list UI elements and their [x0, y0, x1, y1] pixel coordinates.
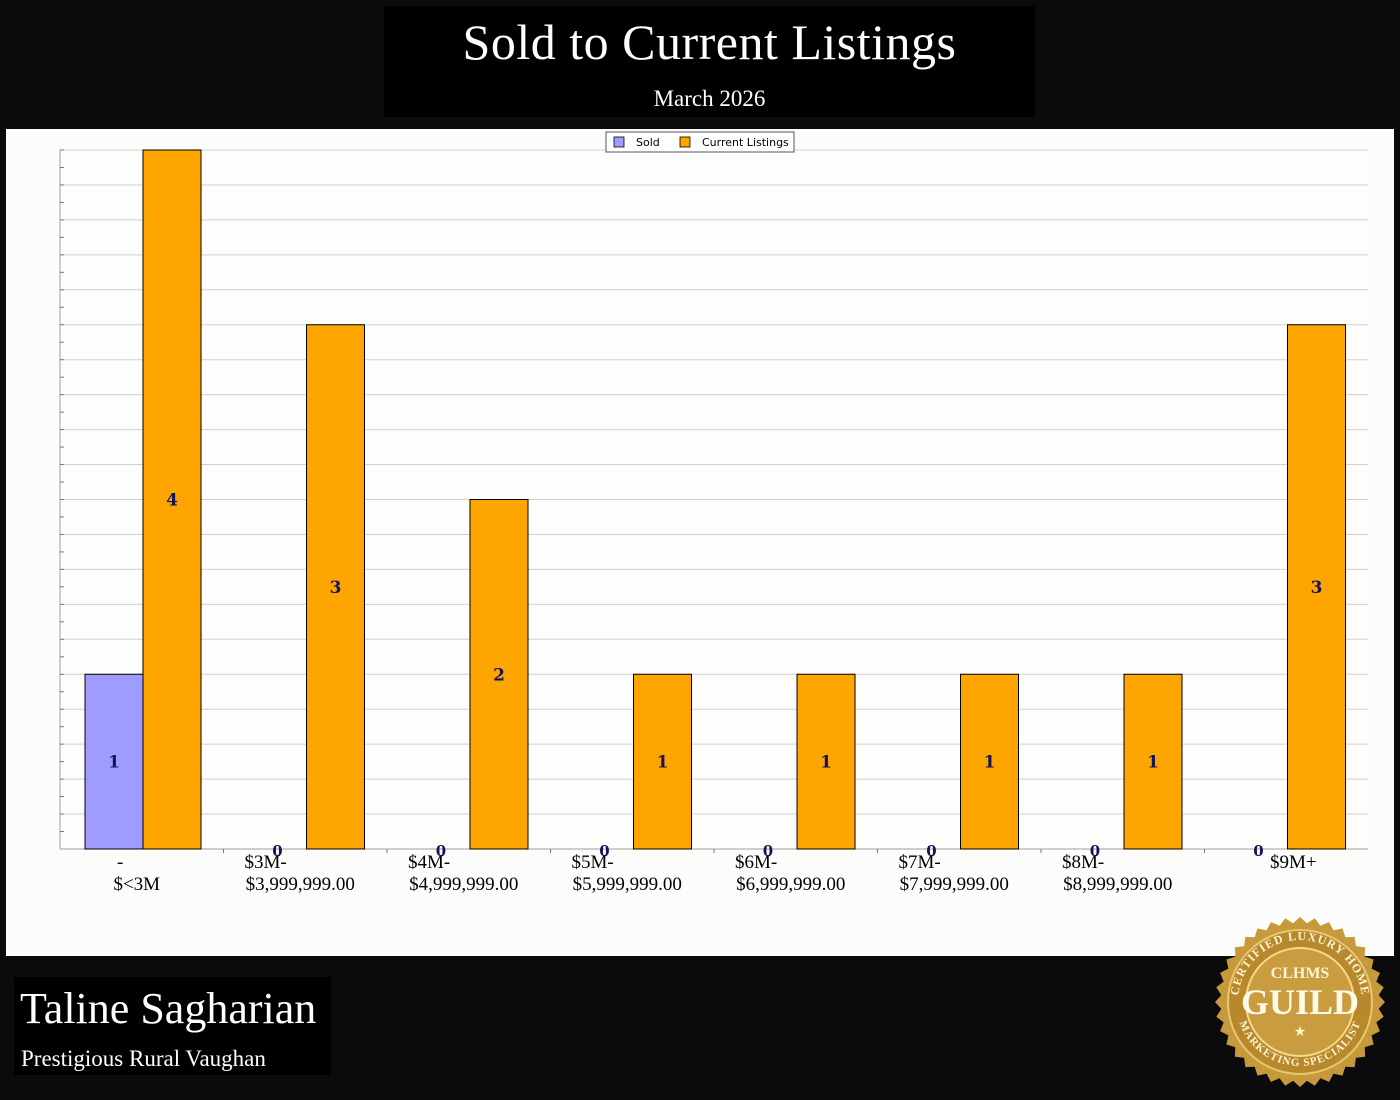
data-label: 0 — [1090, 842, 1100, 860]
bar-current-listings — [306, 324, 365, 850]
x-tick-label-line: $4M- — [408, 852, 450, 873]
bar-current-listings — [1123, 673, 1183, 850]
x-tick-label: $9M+ — [1270, 852, 1317, 873]
x-tick-label-line: $6M- — [735, 852, 777, 873]
data-label: 0 — [763, 842, 773, 860]
badge-abbr: CLHMS — [1271, 965, 1330, 982]
x-tick-label-line: $6,999,999.00 — [736, 874, 845, 895]
x-tick-label: $3M-$3,999,999.00 — [245, 852, 355, 895]
data-label: 1 — [984, 753, 996, 773]
x-tick-label: $6M-$6,999,999.00 — [735, 852, 845, 895]
data-label: 0 — [272, 842, 282, 860]
agent-name: Taline Sagharian — [20, 984, 317, 1033]
badge-word: GUILD — [1241, 982, 1359, 1022]
data-label: 3 — [1311, 578, 1323, 598]
legend-swatch — [679, 136, 691, 148]
bar-current-listings — [469, 499, 529, 850]
bar-current-listings — [796, 673, 856, 850]
legend-box — [605, 131, 795, 153]
data-label: 2 — [493, 665, 505, 685]
data-label: 1 — [1147, 753, 1159, 773]
badge-star-icon: ★ — [1294, 1024, 1307, 1040]
x-tick-label: -$<3M — [113, 852, 160, 895]
bar-chart: 1 4 0 3 0 2 0 1 0 1 0 1 0 1 0 3 -$<3M $3M-$3,999,999.00 $4… — [59, 131, 1368, 895]
bar-sold — [84, 673, 144, 850]
chart-subtitle: March 2026 — [653, 86, 766, 111]
data-label: 1 — [657, 753, 669, 773]
badge-center — [1245, 947, 1355, 1057]
x-tick-label: $4M-$4,999,999.00 — [408, 852, 518, 895]
bar-current-listings — [142, 149, 202, 850]
bar-current-listings — [1287, 324, 1346, 850]
x-tick-label-line: $8,999,999.00 — [1063, 874, 1172, 895]
data-label: 0 — [1253, 842, 1263, 860]
bars: 1 4 0 3 0 2 0 1 0 1 0 1 0 1 0 3 — [84, 149, 1346, 860]
title-box: Sold to Current Listings March 2026 — [384, 6, 1035, 117]
x-tick-label: $8M-$8,999,999.00 — [1062, 852, 1172, 895]
data-label: 4 — [166, 491, 178, 511]
legend-swatch — [613, 136, 625, 148]
bar-current-listings — [960, 673, 1019, 850]
data-label: 3 — [330, 578, 342, 598]
x-tick-label-line: $9M+ — [1270, 852, 1317, 873]
x-tick-label-line: $4,999,999.00 — [409, 874, 518, 895]
bar-current-listings — [633, 673, 692, 850]
x-tick-label-line: - — [117, 852, 123, 873]
chart-title: Sold to Current Listings — [462, 14, 957, 70]
legend: Sold Current Listings — [605, 131, 795, 153]
x-tick-label-line: $7M- — [899, 852, 941, 873]
x-tick-label-line: $<3M — [113, 874, 160, 895]
data-label: 0 — [926, 842, 936, 860]
data-label: 1 — [820, 753, 832, 773]
x-tick-label: $5M-$5,999,999.00 — [572, 852, 682, 895]
x-tick-label-line: $8M- — [1062, 852, 1104, 873]
x-tick-label: $7M-$7,999,999.00 — [899, 852, 1009, 895]
data-label: 1 — [108, 753, 120, 773]
legend-label: Current Listings — [702, 136, 789, 149]
x-tick-label-line: $7,999,999.00 — [900, 874, 1009, 895]
data-label: 0 — [599, 842, 609, 860]
x-tick-label-line: $5M- — [572, 852, 614, 873]
agent-box: Taline Sagharian Prestigious Rural Vaugh… — [14, 977, 331, 1075]
legend-label: Sold — [636, 136, 660, 149]
data-label: 0 — [436, 842, 446, 860]
chart-panel: 1 4 0 3 0 2 0 1 0 1 0 1 0 1 0 3 -$<3M $3M-$3,999,999.00 $4… — [6, 129, 1394, 956]
agent-area: Prestigious Rural Vaughan — [21, 1046, 266, 1071]
x-tick-label-line: $3M- — [245, 852, 287, 873]
x-tick-label-line: $3,999,999.00 — [246, 874, 355, 895]
x-tick-label-line: $5,999,999.00 — [573, 874, 682, 895]
